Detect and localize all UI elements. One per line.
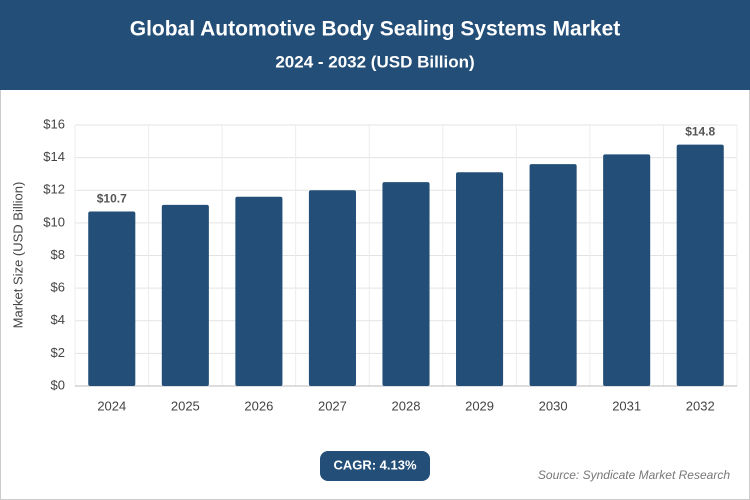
x-tick-label: 2030	[539, 398, 568, 413]
cagr-badge	[320, 451, 430, 481]
bar	[308, 190, 356, 386]
y-tick-label: $2	[51, 345, 65, 360]
bar	[88, 211, 136, 386]
y-tick-label: $4	[51, 312, 65, 327]
bar	[235, 196, 283, 386]
bar	[161, 204, 209, 386]
y-axis-label: Market Size (USD Billion)	[10, 182, 25, 329]
bar	[603, 154, 651, 386]
source: Source: Syndicate Market Research	[538, 468, 730, 482]
x-tick-label: 2027	[318, 398, 347, 413]
header	[0, 0, 750, 90]
chart-title: Global Automotive Body Sealing Systems M…	[130, 18, 621, 41]
x-tick-label: 2028	[392, 398, 421, 413]
value-label: $10.7	[97, 192, 127, 206]
y-tick-label: $10	[43, 214, 65, 229]
x-tick-label: 2025	[171, 398, 200, 413]
bar	[456, 172, 504, 386]
x-tick-label: 2029	[465, 398, 494, 413]
bar	[676, 144, 724, 386]
x-tick-label: 2026	[244, 398, 273, 413]
bar	[529, 164, 577, 386]
y-tick-label: $8	[51, 247, 65, 262]
y-tick-label: $6	[51, 280, 65, 295]
chart-subtitle: 2024 - 2032 (USD Billion)	[275, 52, 474, 71]
bar	[382, 182, 430, 386]
x-tick-label: 2032	[686, 398, 715, 413]
y-tick-label: $12	[43, 182, 65, 197]
y-tick-label: $0	[51, 377, 65, 392]
cagr-text: CAGR: 4.13%	[333, 457, 417, 472]
value-label: $14.8	[685, 125, 715, 139]
x-tick-label: 2031	[612, 398, 641, 413]
y-tick-label: $14	[43, 149, 65, 164]
y-tick-label: $16	[43, 116, 65, 131]
x-tick-label: 2024	[97, 398, 126, 413]
